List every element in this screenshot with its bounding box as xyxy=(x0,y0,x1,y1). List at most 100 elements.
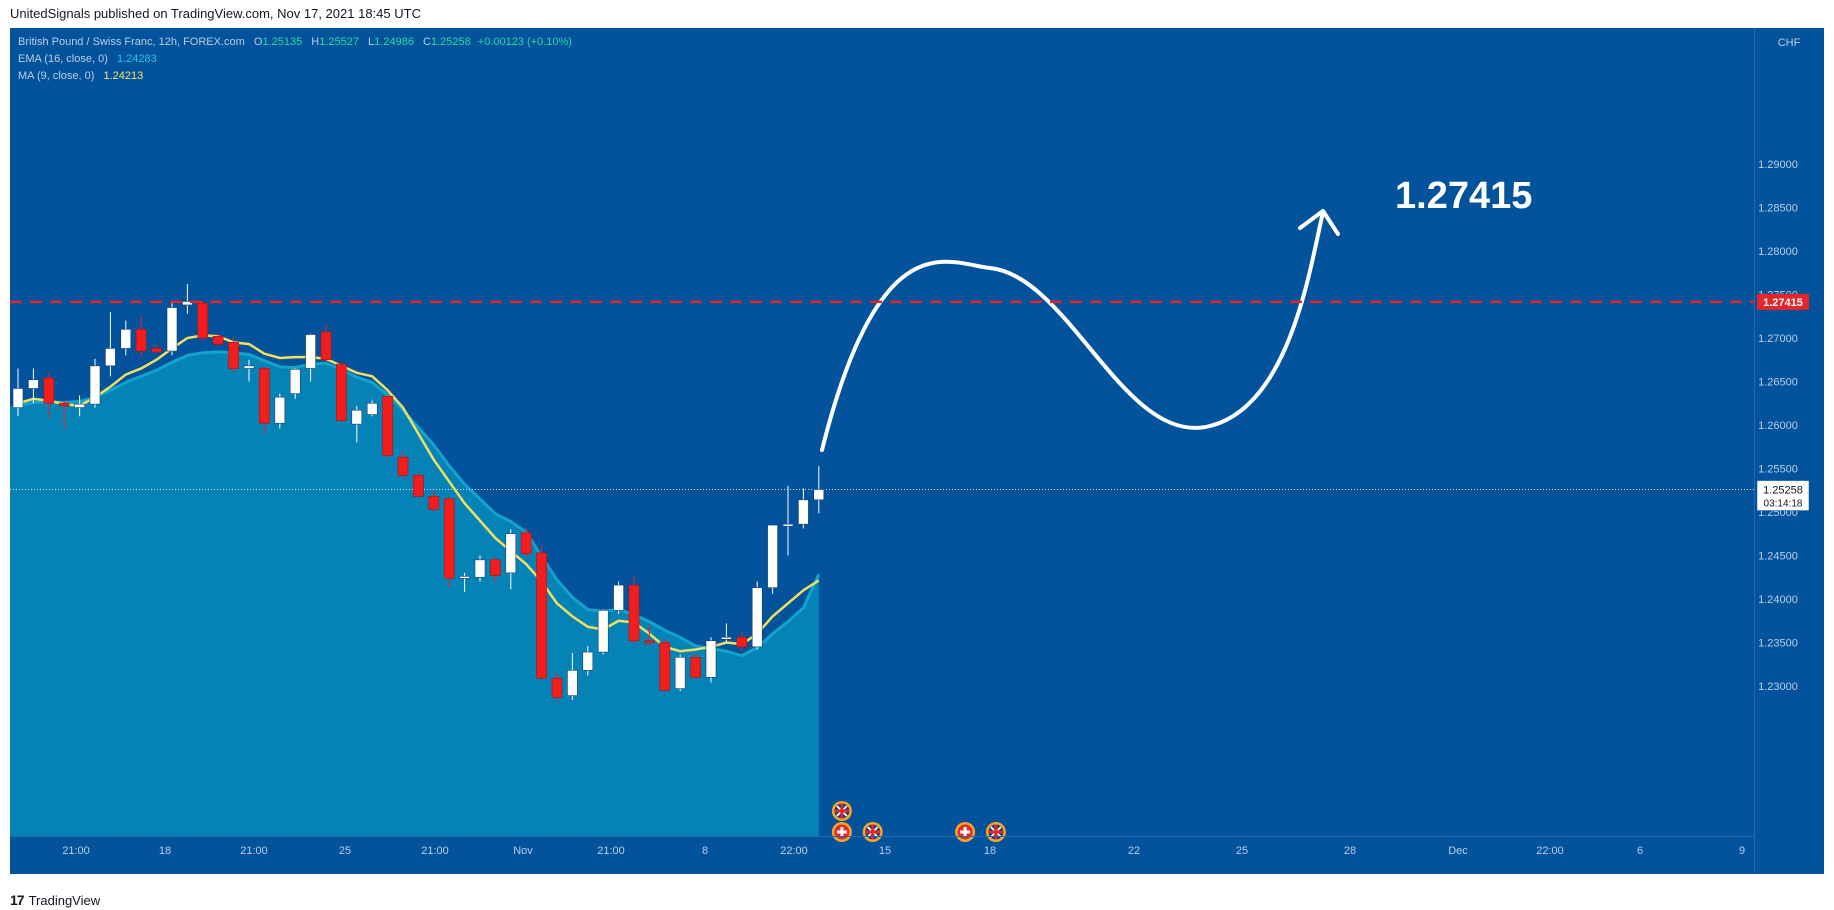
price-tick-label: 1.27000 xyxy=(1758,333,1798,345)
candle-body xyxy=(690,656,701,678)
ma-label: MA (9, close, 0) xyxy=(18,70,95,82)
candle xyxy=(459,572,470,593)
tradingview-logo-icon[interactable]: 17 xyxy=(10,892,25,908)
price-chart[interactable]: 1.27415 21:00 18 21:00 25 21:00 Nov 21:00 8 22:0… xyxy=(10,28,1824,874)
candle xyxy=(182,284,193,314)
swiss-flag-icon[interactable] xyxy=(831,822,852,842)
close-value: 1.25258 xyxy=(430,36,471,48)
candle xyxy=(336,362,347,421)
candle xyxy=(567,652,578,700)
time-tick-label: 18 xyxy=(984,845,996,857)
candle xyxy=(166,303,178,356)
uk-flag-icon[interactable] xyxy=(985,822,1006,842)
candle-body xyxy=(443,498,455,579)
legend-ma-row[interactable]: MA (9, close, 0) 1.24213 xyxy=(18,68,572,85)
candle-body xyxy=(74,403,85,408)
time-tick-label: 9 xyxy=(1739,845,1745,857)
candle xyxy=(705,637,717,683)
price-tick-label: 1.24000 xyxy=(1758,594,1798,606)
candle-body xyxy=(551,677,563,698)
candle xyxy=(721,623,732,644)
candle xyxy=(536,545,547,680)
ema-area-fill xyxy=(10,351,819,836)
candle-body xyxy=(166,307,178,352)
candle xyxy=(798,488,809,529)
price-axis[interactable]: 1.290001.285001.280001.275001.270001.265… xyxy=(1758,159,1798,693)
candle xyxy=(120,320,132,356)
time-tick-label: 8 xyxy=(702,845,708,857)
low-label: L xyxy=(368,36,375,48)
candle-body xyxy=(28,379,39,389)
candle-body xyxy=(644,640,655,644)
candle-body xyxy=(459,576,470,579)
time-tick-label: Dec xyxy=(1448,845,1468,857)
time-tick-label: 25 xyxy=(339,845,351,857)
uk-flag-icon[interactable] xyxy=(862,822,883,842)
candle-body xyxy=(58,402,70,407)
footer: 17 TradingView xyxy=(10,892,100,908)
candle xyxy=(305,333,316,382)
chart-panel[interactable]: 1.27415 21:00 18 21:00 25 21:00 Nov 21:00 8 22:0… xyxy=(10,28,1824,874)
candle-body xyxy=(490,559,501,576)
candle xyxy=(582,645,594,676)
candle-body xyxy=(89,365,101,405)
candle-body xyxy=(751,587,763,648)
candle-body xyxy=(736,636,748,648)
time-tick-label: 21:00 xyxy=(62,845,90,857)
symbol-name: British Pound / Swiss Franc, 12h, FOREX.… xyxy=(18,36,245,48)
close-label: C xyxy=(423,36,431,48)
candle xyxy=(28,368,39,404)
brand-name[interactable]: TradingView xyxy=(28,892,101,908)
candle-body xyxy=(536,552,547,679)
candle-body xyxy=(336,363,347,421)
swiss-flag-icon[interactable] xyxy=(955,822,976,842)
candle-body xyxy=(397,456,409,476)
candle xyxy=(690,652,701,680)
candle-body xyxy=(320,331,332,361)
candle xyxy=(397,451,409,478)
candle-body xyxy=(382,395,393,456)
candle-body xyxy=(43,377,55,404)
candle-body xyxy=(243,365,255,369)
candle xyxy=(228,338,239,373)
candles xyxy=(12,284,825,702)
time-tick-label: 15 xyxy=(879,845,891,857)
candle xyxy=(659,639,671,693)
time-axis[interactable]: 21:00 18 21:00 25 21:00 Nov 21:00 8 22:00 15 18 22 2… xyxy=(62,845,1745,857)
candle xyxy=(12,368,24,417)
price-tick-label: 1.23000 xyxy=(1758,681,1798,693)
price-tick-label: 1.26500 xyxy=(1758,377,1798,389)
candle-body xyxy=(120,328,132,349)
candle-body xyxy=(597,610,609,653)
time-tick-label: 22:00 xyxy=(780,845,808,857)
price-tick-label: 1.28000 xyxy=(1758,246,1798,258)
open-label: O xyxy=(253,36,263,48)
last-price-tag-text: 1.25258 xyxy=(1763,485,1803,497)
candle xyxy=(289,368,301,399)
time-tick-label: 21:00 xyxy=(597,845,625,857)
candle-body xyxy=(721,636,732,640)
legend-ema-row[interactable]: EMA (16, close, 0) 1.24283 xyxy=(18,51,572,68)
uk-flag-icon[interactable] xyxy=(831,801,852,821)
publish-header: UnitedSignals published on TradingView.c… xyxy=(10,6,421,21)
candle xyxy=(320,324,332,363)
candle-body xyxy=(305,334,316,369)
candle xyxy=(751,581,763,650)
ma-value: 1.24213 xyxy=(103,70,144,82)
flag-cross-v xyxy=(840,803,844,819)
candle xyxy=(628,575,640,645)
target-price-tag xyxy=(1757,293,1809,310)
candle xyxy=(351,405,363,443)
candle xyxy=(243,359,255,382)
candle xyxy=(43,372,55,419)
ema-area xyxy=(10,350,821,836)
candle-body xyxy=(105,348,116,367)
price-tick-label: 1.28500 xyxy=(1758,203,1798,215)
price-tick-label: 1.24500 xyxy=(1758,551,1798,563)
candle xyxy=(259,366,270,434)
time-tick-label: 6 xyxy=(1637,845,1643,857)
candle xyxy=(505,529,517,590)
time-tick-label: 22:00 xyxy=(1536,845,1564,857)
time-tick-label: 21:00 xyxy=(421,845,449,857)
time-tick-label: 22 xyxy=(1128,845,1140,857)
